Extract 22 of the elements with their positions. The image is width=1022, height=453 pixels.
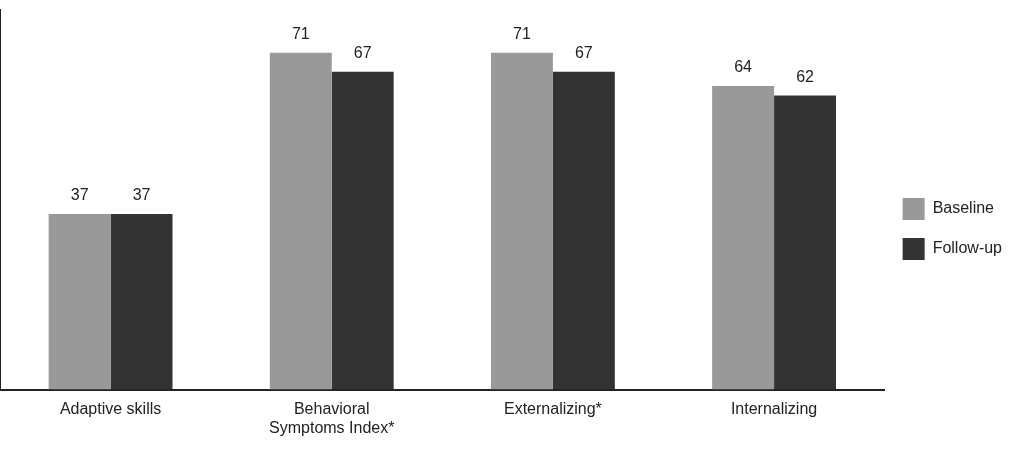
bar [490,52,553,390]
legend-label: Baseline [932,199,995,217]
bar [269,52,332,390]
data-label: 71 [513,25,531,43]
data-label: 71 [291,25,310,43]
data-label: 37 [70,186,89,204]
data-label: 67 [353,44,372,62]
data-label: 64 [734,58,753,76]
bar [331,71,394,390]
data-label: 67 [574,44,593,62]
bar [48,214,111,390]
data-label: 62 [796,67,815,85]
x-tick-label: Behavioral Symptoms Index* [269,399,395,436]
x-tick-label: Adaptive skills [59,399,162,417]
data-label: 37 [132,186,151,204]
bar [774,95,836,390]
bar [712,85,775,390]
legend-label: Follow-up [932,239,1003,257]
bar [110,214,173,390]
x-tick-label: Externalizing* [503,399,602,417]
x-tick-label: Internalizing [730,399,818,417]
bar [552,71,615,390]
